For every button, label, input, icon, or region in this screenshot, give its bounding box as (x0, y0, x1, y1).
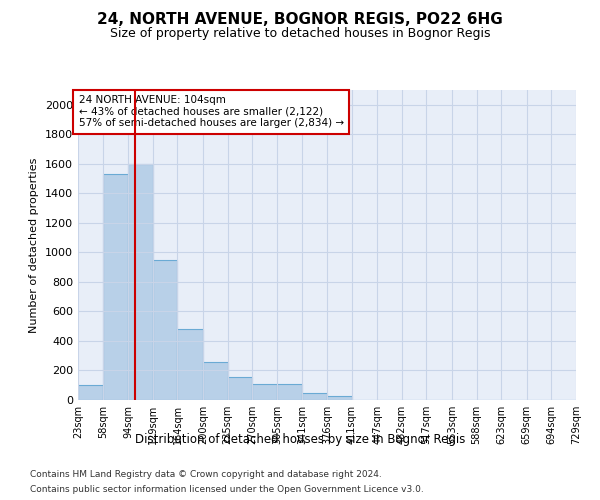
Bar (153, 260, 178, 400)
Bar (203, 362, 227, 400)
Bar (302, 392, 327, 400)
Y-axis label: Number of detached properties: Number of detached properties (29, 158, 40, 332)
Text: Contains HM Land Registry data © Crown copyright and database right 2024.: Contains HM Land Registry data © Crown c… (30, 470, 382, 479)
Bar (103, 174, 128, 400)
Bar (78, 385, 103, 400)
Text: Contains public sector information licensed under the Open Government Licence v3: Contains public sector information licen… (30, 485, 424, 494)
Text: 24 NORTH AVENUE: 104sqm
← 43% of detached houses are smaller (2,122)
57% of semi: 24 NORTH AVENUE: 104sqm ← 43% of detache… (79, 95, 344, 128)
Bar (277, 384, 302, 400)
Bar (178, 329, 203, 400)
Bar (327, 396, 352, 400)
Text: Distribution of detached houses by size in Bognor Regis: Distribution of detached houses by size … (135, 432, 465, 446)
Bar (128, 164, 153, 400)
Text: Size of property relative to detached houses in Bognor Regis: Size of property relative to detached ho… (110, 28, 490, 40)
Bar (252, 384, 277, 400)
Bar (227, 377, 252, 400)
Text: 24, NORTH AVENUE, BOGNOR REGIS, PO22 6HG: 24, NORTH AVENUE, BOGNOR REGIS, PO22 6HG (97, 12, 503, 28)
